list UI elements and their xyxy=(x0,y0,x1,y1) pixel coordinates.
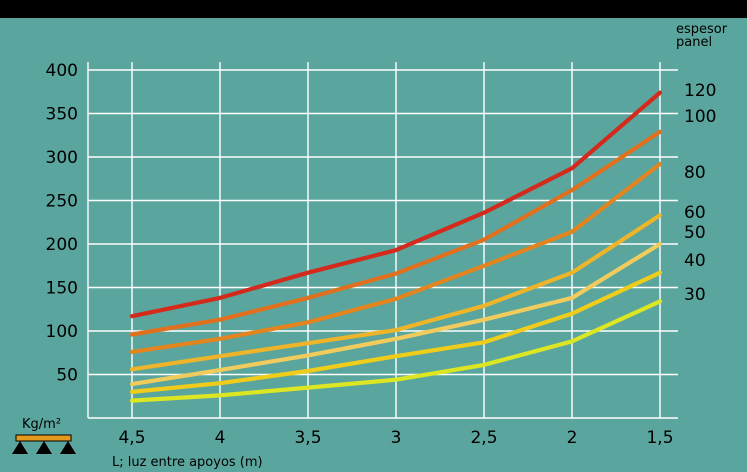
y-tick-label: 350 xyxy=(46,105,78,125)
grid xyxy=(87,62,678,419)
x-tick-label: 3 xyxy=(391,428,402,448)
x-axis-title: L; luz entre apoyos (m) xyxy=(112,455,263,470)
y-tick-label: 300 xyxy=(46,148,78,168)
x-tick-label: 2,5 xyxy=(470,428,497,448)
x-tick-label: 2 xyxy=(567,428,578,448)
x-axis: 4,5 4 3,5 3 2,5 2 1,5 xyxy=(118,428,673,448)
support-icon xyxy=(12,434,76,454)
series-label-30: 30 xyxy=(684,285,706,305)
series-label-100: 100 xyxy=(684,107,716,127)
legend-title-line2: panel xyxy=(676,35,712,50)
x-tick-label: 1,5 xyxy=(646,428,673,448)
y-tick-label: 50 xyxy=(56,366,78,386)
series-label-50: 50 xyxy=(684,223,706,243)
legend-title-line1: espesor xyxy=(676,22,728,37)
top-band xyxy=(0,0,747,18)
series-lines xyxy=(129,90,663,403)
series-label-40: 40 xyxy=(684,251,706,271)
y-tick-label: 150 xyxy=(46,279,78,299)
x-tick-label: 4 xyxy=(215,428,226,448)
y-axis: 50 100 150 200 250 300 350 400 xyxy=(46,61,78,386)
series-label-60: 60 xyxy=(684,203,706,223)
y-unit-label: Kg/m² xyxy=(22,417,61,432)
y-tick-label: 100 xyxy=(46,322,78,342)
y-tick-label: 400 xyxy=(46,61,78,81)
y-tick-label: 250 xyxy=(46,192,78,212)
series-label-120: 120 xyxy=(684,81,716,101)
x-tick-label: 4,5 xyxy=(118,428,145,448)
x-tick-label: 3,5 xyxy=(294,428,321,448)
series-label-80: 80 xyxy=(684,163,706,183)
y-tick-label: 200 xyxy=(46,235,78,255)
